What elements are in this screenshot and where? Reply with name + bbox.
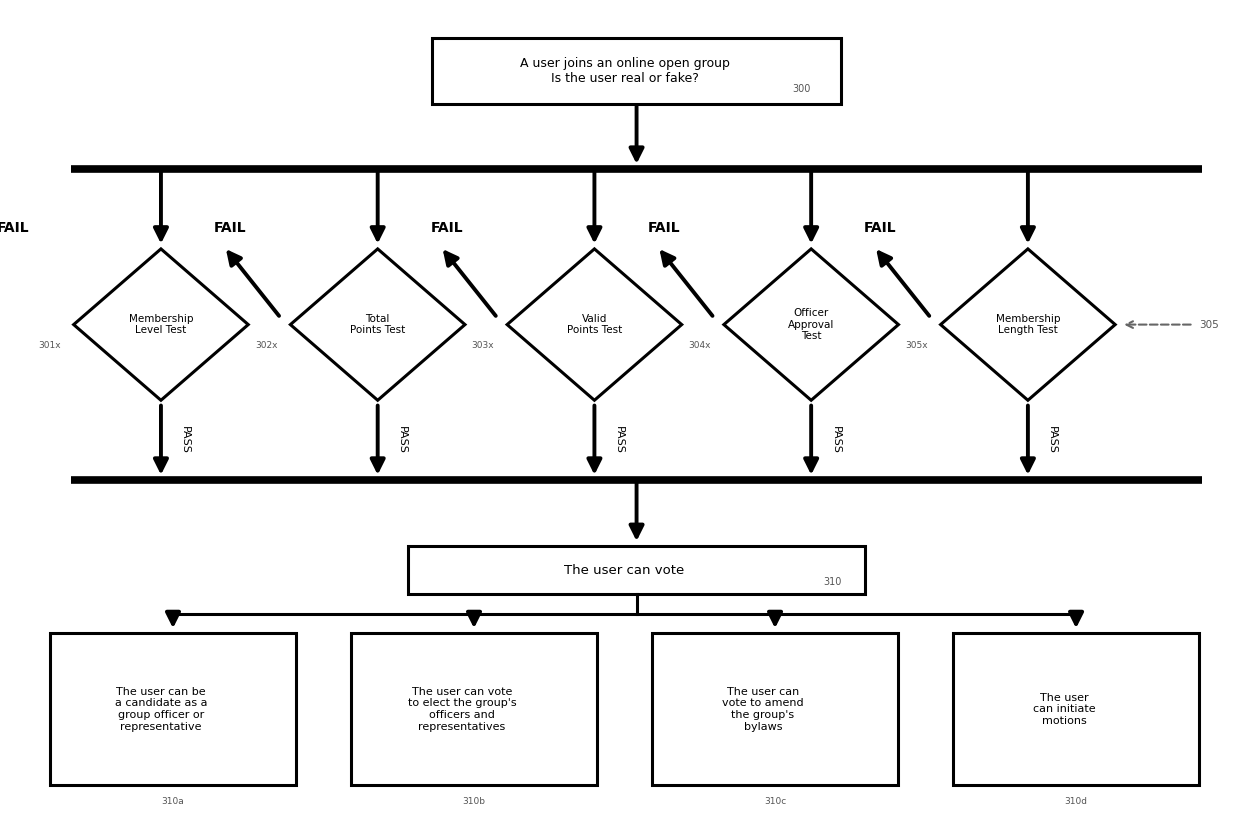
Text: The user can
vote to amend
the group's
bylaws: The user can vote to amend the group's b… bbox=[722, 686, 804, 732]
Text: FAIL: FAIL bbox=[430, 221, 464, 235]
Text: 301x: 301x bbox=[38, 341, 61, 350]
Text: Membership
Length Test: Membership Length Test bbox=[996, 314, 1060, 336]
Text: 310a: 310a bbox=[161, 797, 185, 806]
Text: 300: 300 bbox=[792, 84, 811, 94]
Text: The user can vote
to elect the group's
officers and
representatives: The user can vote to elect the group's o… bbox=[408, 686, 516, 732]
Text: FAIL: FAIL bbox=[0, 221, 30, 235]
Text: 310c: 310c bbox=[764, 797, 786, 806]
Text: A user joins an online open group
Is the user real or fake?: A user joins an online open group Is the… bbox=[520, 57, 729, 85]
Bar bbox=[408, 546, 866, 594]
Text: 310d: 310d bbox=[1065, 797, 1087, 806]
Text: Membership
Level Test: Membership Level Test bbox=[129, 314, 193, 336]
Text: 310: 310 bbox=[823, 577, 841, 587]
Text: 303x: 303x bbox=[471, 341, 495, 350]
Text: Officer
Approval
Test: Officer Approval Test bbox=[787, 308, 835, 342]
Text: 305x: 305x bbox=[905, 341, 928, 350]
Polygon shape bbox=[507, 249, 682, 401]
Text: Valid
Points Test: Valid Points Test bbox=[567, 314, 622, 336]
Bar bbox=[651, 634, 899, 785]
Text: FAIL: FAIL bbox=[647, 221, 680, 235]
Bar bbox=[50, 634, 296, 785]
Text: 304x: 304x bbox=[688, 341, 711, 350]
Bar bbox=[351, 634, 598, 785]
Polygon shape bbox=[290, 249, 465, 401]
Text: PASS: PASS bbox=[180, 426, 190, 454]
Text: PASS: PASS bbox=[397, 426, 407, 454]
Text: PASS: PASS bbox=[614, 426, 624, 454]
Text: Total
Points Test: Total Points Test bbox=[350, 314, 405, 336]
Text: PASS: PASS bbox=[831, 426, 841, 454]
Bar bbox=[952, 634, 1199, 785]
Text: FAIL: FAIL bbox=[213, 221, 247, 235]
Polygon shape bbox=[724, 249, 899, 401]
Bar bbox=[432, 39, 841, 103]
Text: The user can vote: The user can vote bbox=[564, 563, 684, 576]
Text: 310b: 310b bbox=[463, 797, 486, 806]
Text: FAIL: FAIL bbox=[864, 221, 897, 235]
Text: 302x: 302x bbox=[255, 341, 278, 350]
Text: 305: 305 bbox=[1199, 319, 1219, 329]
Text: The user can be
a candidate as a
group officer or
representative: The user can be a candidate as a group o… bbox=[114, 686, 207, 732]
Polygon shape bbox=[73, 249, 248, 401]
Text: PASS: PASS bbox=[1047, 426, 1058, 454]
Polygon shape bbox=[941, 249, 1115, 401]
Text: The user
can initiate
motions: The user can initiate motions bbox=[1033, 693, 1095, 726]
